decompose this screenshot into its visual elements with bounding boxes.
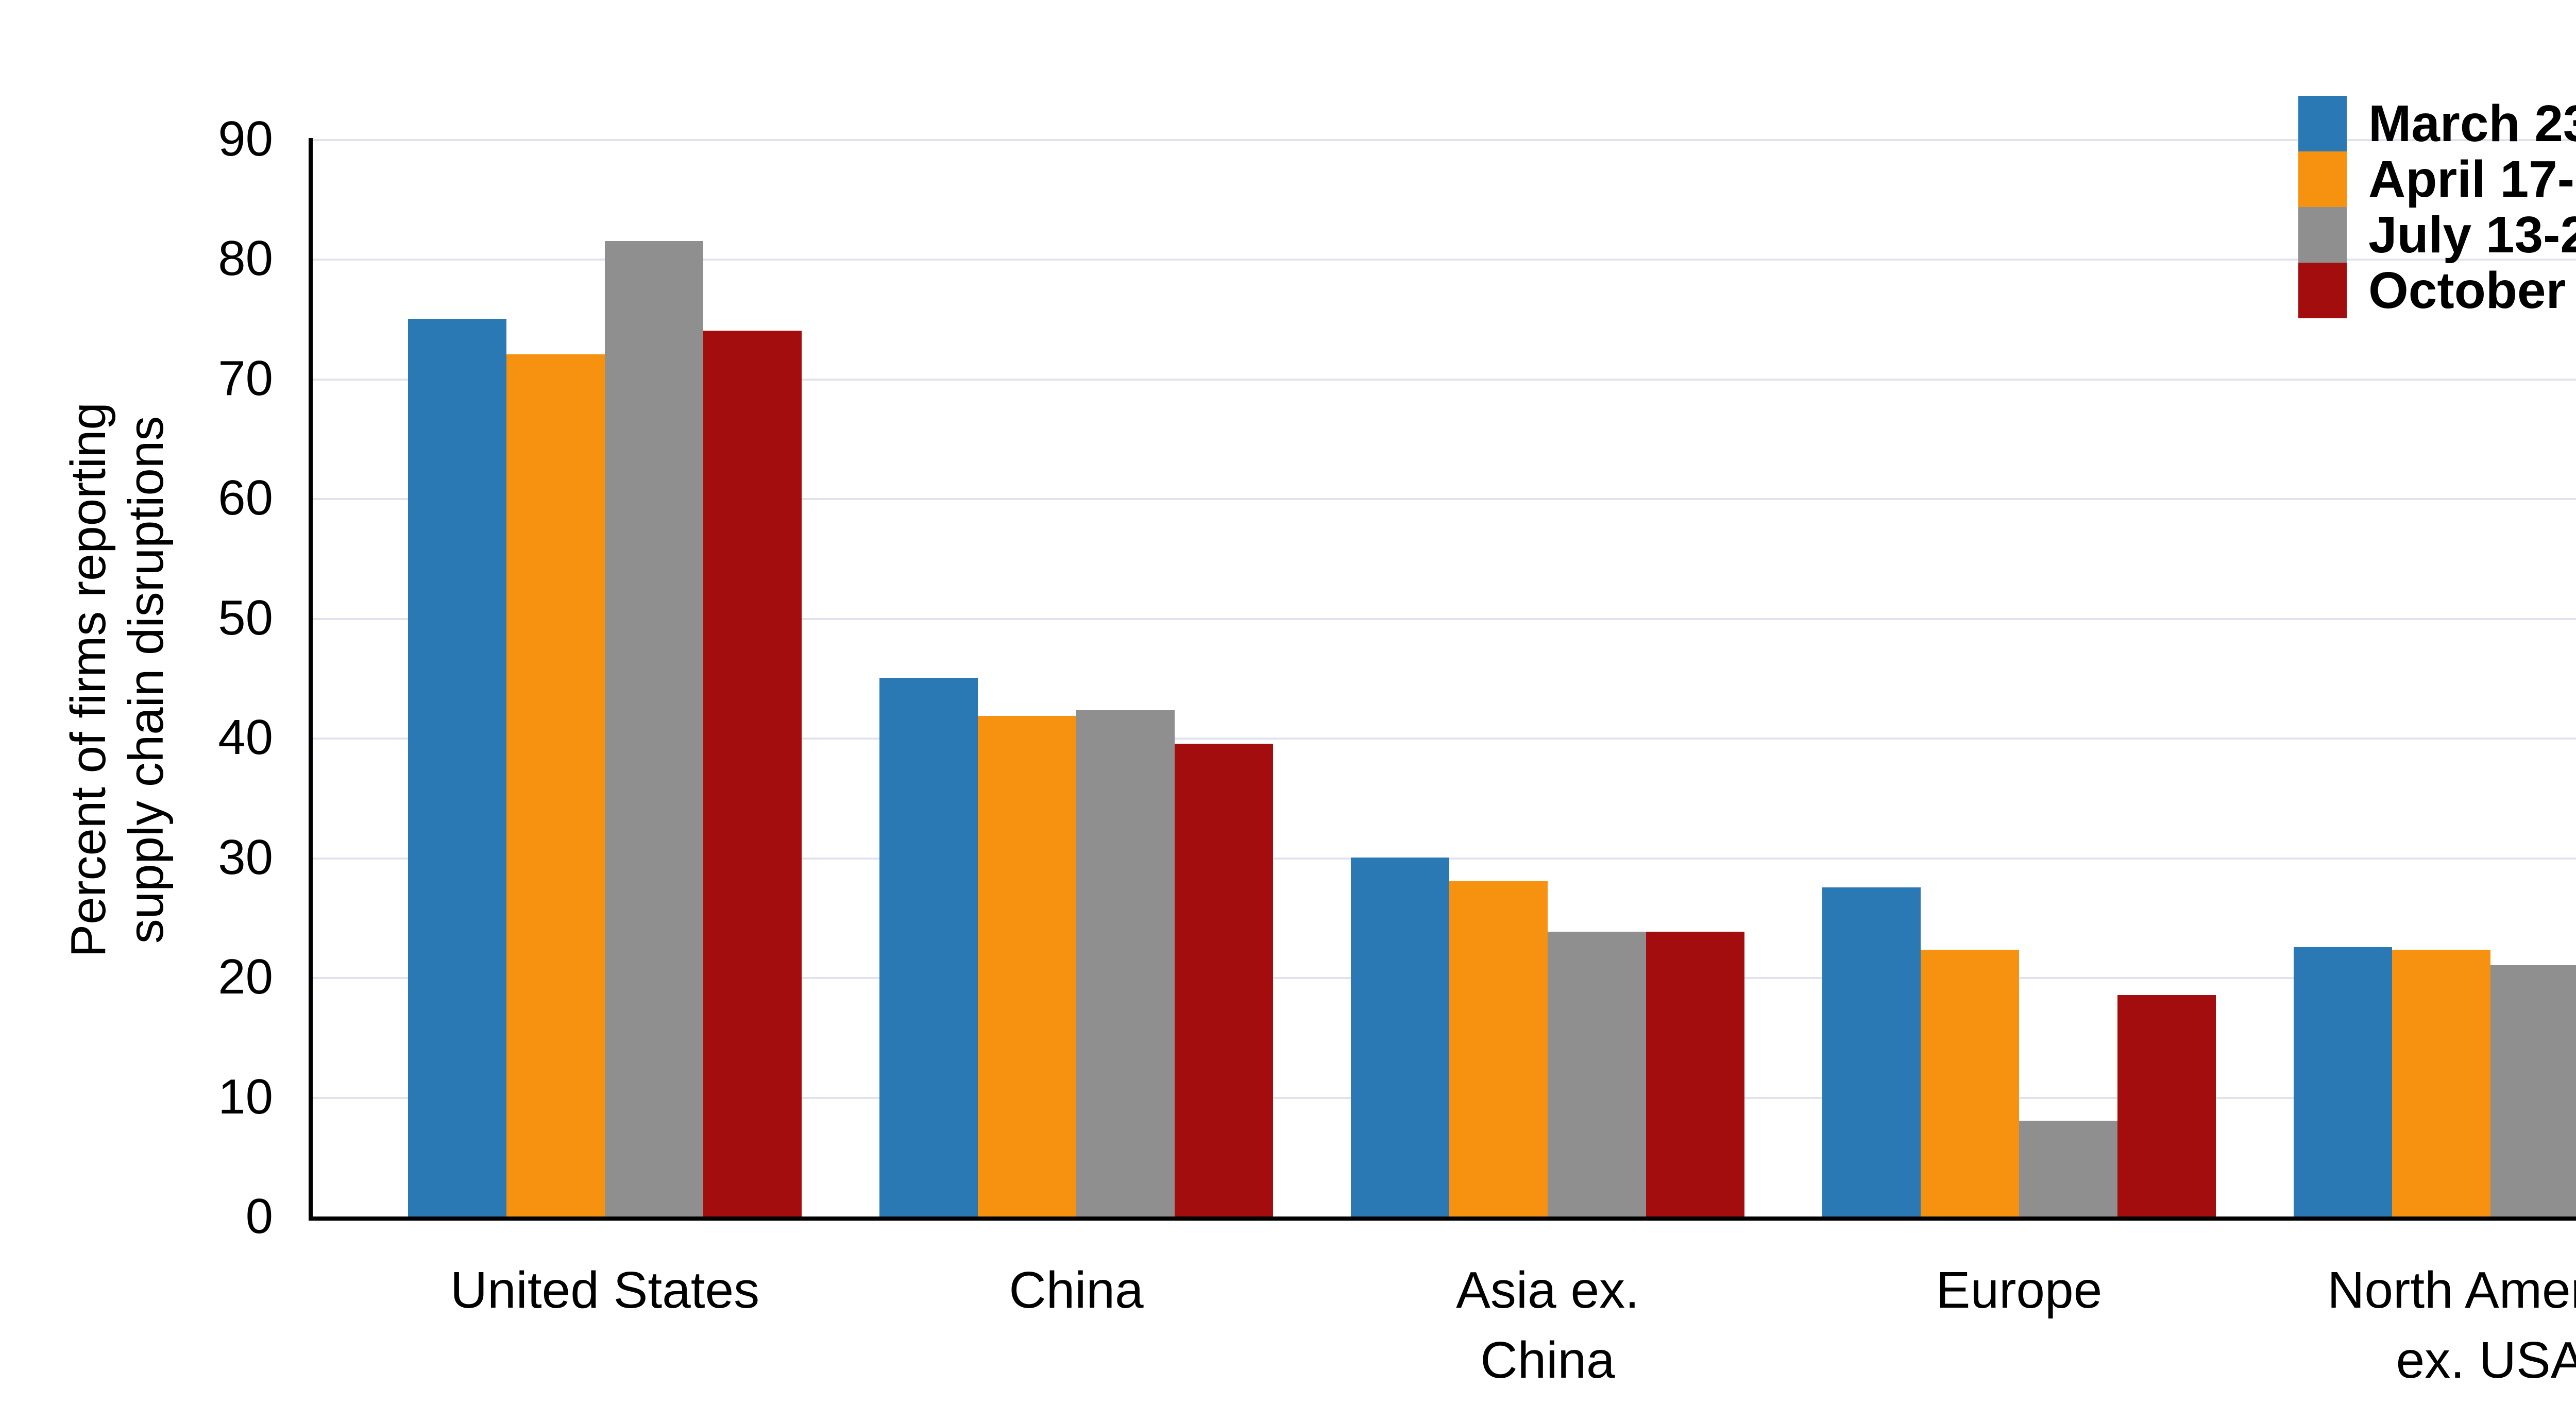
category-label-line: Asia ex.: [1456, 1261, 1639, 1319]
legend-swatch-icon: [2298, 151, 2347, 207]
gridline-60: [313, 498, 2576, 501]
gridline-70: [313, 378, 2576, 381]
bar-april-17-20-united-states: [506, 354, 605, 1216]
bar-july-13-20-asia-ex--china: [1548, 931, 1646, 1216]
category-label-line: North America: [2327, 1261, 2576, 1319]
bar-april-17-20-china: [978, 716, 1076, 1216]
legend-swatch-icon: [2298, 207, 2347, 263]
gridline-90: [313, 139, 2576, 141]
bar-march-23-30-china: [879, 678, 978, 1216]
gridline-50: [313, 618, 2576, 620]
bar-july-13-20-united-states: [605, 241, 703, 1216]
bar-july-13-20-china: [1076, 710, 1175, 1216]
y-tick-label-90: 90: [218, 111, 273, 166]
category-label-line: China: [1480, 1331, 1615, 1389]
category-label-asia-ex--china: Asia ex. China: [1187, 1255, 1908, 1395]
y-tick-label-80: 80: [218, 231, 273, 286]
y-tick-label-0: 0: [245, 1189, 273, 1244]
category-label-line: United States: [450, 1261, 760, 1319]
y-tick-label-50: 50: [218, 590, 273, 645]
legend-label: October 19-26: [2368, 262, 2576, 319]
y-tick-label-60: 60: [218, 470, 273, 526]
y-axis-line: [309, 138, 313, 1221]
bar-july-13-20-north-america-ex-usa: [2490, 965, 2576, 1216]
bar-april-17-20-europe: [1921, 949, 2019, 1216]
category-label-europe: Europe: [1658, 1255, 2380, 1325]
legend-row-3: July 13-20: [2298, 207, 2576, 263]
bar-july-13-20-europe: [2019, 1121, 2117, 1216]
gridline-80: [313, 259, 2576, 261]
legend: March 23-30April 17-20July 13-20October …: [2298, 96, 2576, 318]
plot-area: [313, 139, 2576, 1216]
y-tick-label-10: 10: [218, 1069, 273, 1124]
category-label-line: China: [1009, 1261, 1144, 1319]
bar-october-19-26-europe: [2117, 995, 2216, 1216]
x-axis-line: [309, 1216, 2576, 1221]
y-tick-label-70: 70: [218, 350, 273, 406]
bar-march-23-30-united-states: [408, 318, 506, 1216]
bar-april-17-20-asia-ex--china: [1449, 881, 1548, 1216]
legend-label: July 13-20: [2368, 206, 2576, 264]
bar-april-17-20-north-america-ex-usa: [2392, 949, 2490, 1216]
y-tick-label-20: 20: [218, 949, 273, 1005]
category-label-china: China: [716, 1255, 1437, 1325]
y-tick-label-40: 40: [218, 710, 273, 765]
legend-row-4: October 19-26: [2298, 263, 2576, 318]
legend-label: March 23-30: [2368, 95, 2576, 152]
legend-label: April 17-20: [2368, 150, 2576, 208]
category-label-united-states: United States: [244, 1255, 965, 1325]
bar-october-19-26-asia-ex--china: [1646, 931, 1744, 1216]
legend-swatch-icon: [2298, 96, 2347, 151]
legend-row-2: April 17-20: [2298, 151, 2576, 207]
bar-october-19-26-china: [1175, 743, 1273, 1216]
y-tick-label-30: 30: [218, 829, 273, 885]
category-label-line: ex. USA: [2396, 1331, 2576, 1389]
legend-row-1: March 23-30: [2298, 96, 2576, 151]
bar-march-23-30-asia-ex--china: [1351, 857, 1449, 1216]
category-label-line: Europe: [1936, 1261, 2103, 1319]
bar-march-23-30-north-america-ex-usa: [2294, 947, 2392, 1216]
bar-october-19-26-united-states: [703, 330, 802, 1216]
gridline-40: [313, 738, 2576, 740]
category-label-north-america-ex-usa: North America ex. USA: [2130, 1255, 2576, 1395]
bar-march-23-30-europe: [1822, 887, 1921, 1216]
legend-swatch-icon: [2298, 263, 2347, 318]
